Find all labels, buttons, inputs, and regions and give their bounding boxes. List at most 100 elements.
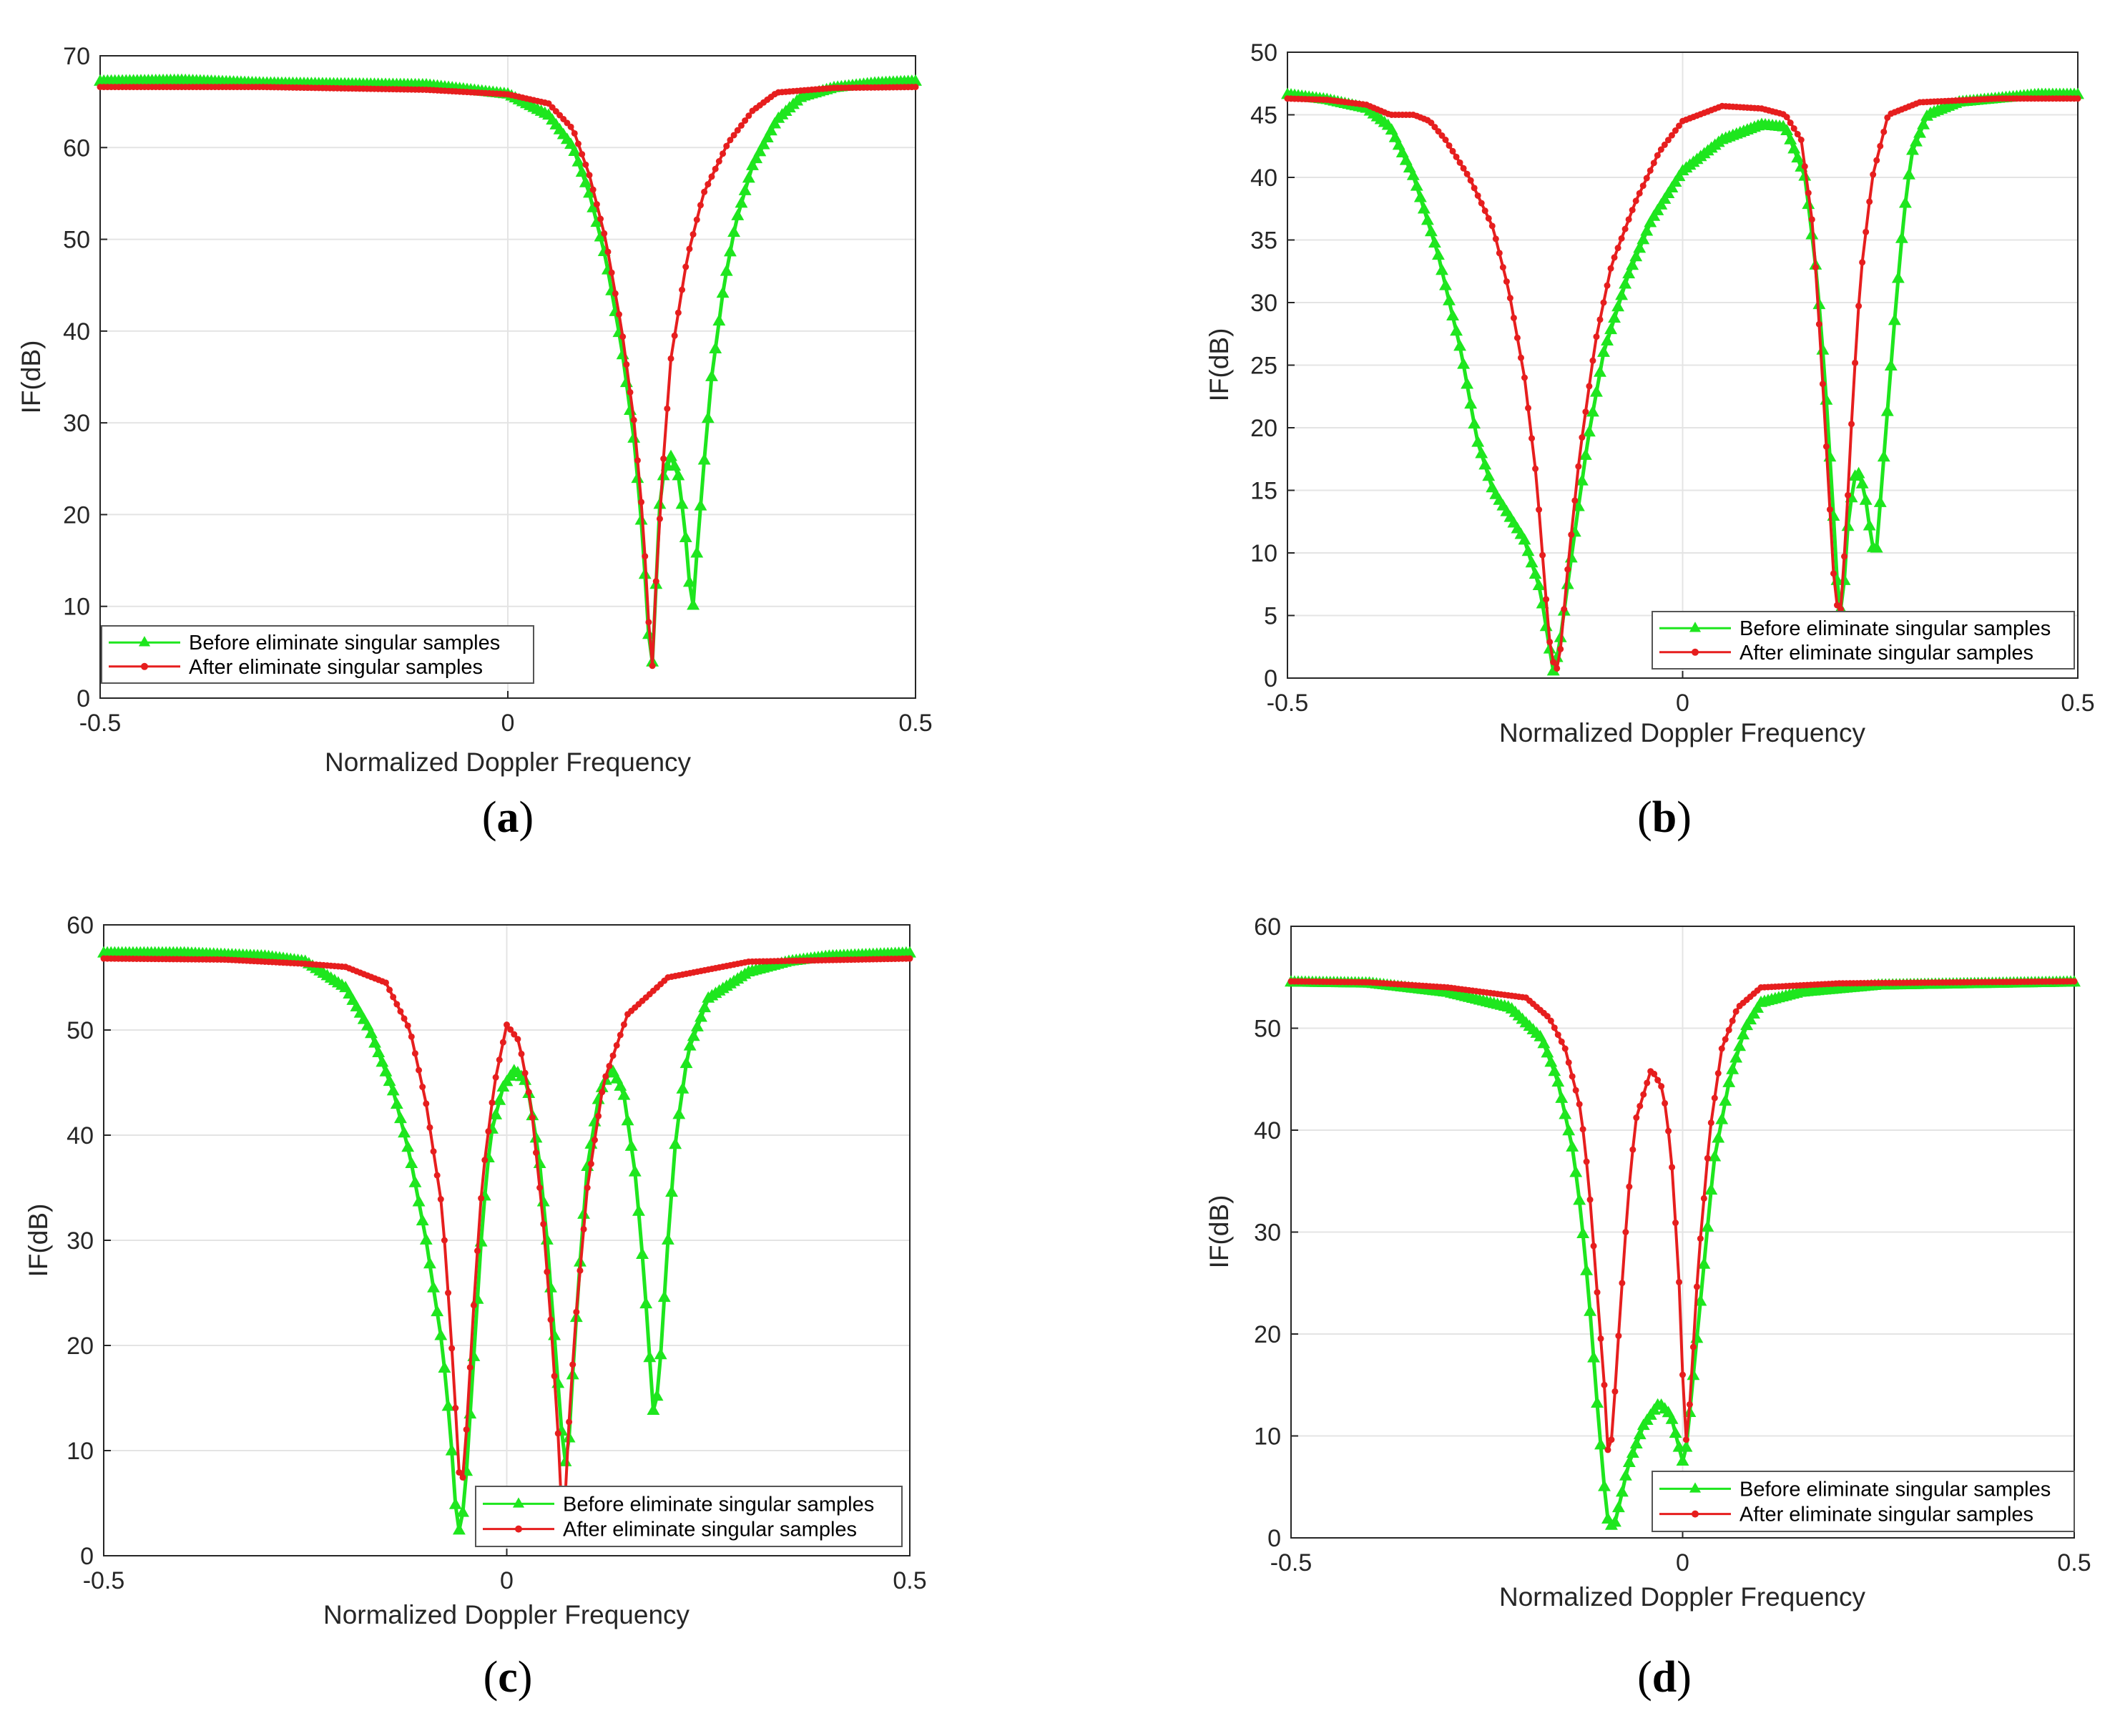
panel-d-marker-before-118 <box>1704 1183 1718 1195</box>
panel-b-marker-after-55 <box>1481 207 1488 215</box>
panel-a-y-tick-label-6: 60 <box>63 134 90 162</box>
panel-a-marker-after-134 <box>593 201 600 208</box>
panel-d-marker-before-124 <box>1726 1062 1739 1074</box>
panel-d-marker-before-87 <box>1594 1438 1607 1450</box>
panel-d-caption-letter: d <box>1652 1653 1677 1702</box>
panel-b-marker-before-141 <box>1787 142 1801 154</box>
panel-a-marker-after-157 <box>679 286 686 293</box>
panel-c-marker-after-135 <box>595 1112 602 1119</box>
panel-c-marker-before-79 <box>386 1084 400 1096</box>
panel-b-y-tick-label-5: 25 <box>1250 353 1277 380</box>
panel-d-caption-open: ( <box>1637 1653 1652 1702</box>
panel-d-marker-after-75 <box>1554 1031 1561 1039</box>
panel-c-caption-open: ( <box>484 1653 499 1702</box>
panel-b-marker-after-165 <box>1877 142 1884 149</box>
panel-b-marker-after-156 <box>1845 491 1852 499</box>
panel-b-marker-after-56 <box>1485 215 1492 222</box>
panel-b-marker-before-176 <box>1913 126 1926 138</box>
panel-c-y-tick-label-6: 60 <box>67 912 94 939</box>
panel-a-marker-before-155 <box>668 459 682 471</box>
panel-c-y-tick-label-4: 40 <box>67 1122 94 1149</box>
panel-b-marker-before-105 <box>1658 192 1672 204</box>
panel-b-marker-before-175 <box>1910 134 1923 147</box>
panel-b-marker-before-174 <box>1905 143 1919 155</box>
panel-c-marker-after-88 <box>423 1100 430 1107</box>
panel-b-marker-before-30 <box>1388 130 1402 142</box>
panel-d-marker-before-111 <box>1679 1440 1693 1452</box>
panel-a-y-tick-label-3: 30 <box>63 410 90 437</box>
panel-d-legend-marker-0 <box>1689 1482 1702 1493</box>
panel-d-marker-before-115 <box>1694 1294 1707 1306</box>
panel-d-marker-after-97 <box>1633 1114 1640 1122</box>
panel-c-marker-before-155 <box>665 1185 678 1197</box>
panel-d-marker-before-80 <box>1569 1165 1583 1177</box>
panel-b-marker-before-109 <box>1672 170 1686 182</box>
panel-a-marker-after-133 <box>589 186 597 193</box>
panel-d-marker-after-92 <box>1615 1333 1622 1340</box>
panel-d-marker-before-96 <box>1626 1446 1639 1458</box>
panel-c-marker-after-137 <box>602 1073 609 1080</box>
panel-c-marker-after-118 <box>532 1149 539 1156</box>
panel-a-marker-after-154 <box>667 355 674 362</box>
panel-b-marker-before-43 <box>1436 263 1448 275</box>
panel-d-legend-label-after: After eliminate singular samples <box>1739 1504 2033 1526</box>
panel-a-marker-after-175 <box>745 112 752 119</box>
panel-c-marker-after-106 <box>489 1099 496 1107</box>
panel-a-marker-before-171 <box>727 225 741 237</box>
panel-c-marker-after-95 <box>448 1345 456 1352</box>
panel-a-marker-after-143 <box>627 388 634 396</box>
panel-c-marker-after-111 <box>507 1026 514 1033</box>
panel-c-marker-before-80 <box>390 1097 403 1109</box>
panel-c-marker-before-152 <box>654 1348 667 1360</box>
panel-b-marker-before-162 <box>1863 519 1876 531</box>
panel-c-marker-after-98 <box>459 1473 466 1481</box>
panel-c-marker-before-154 <box>661 1232 674 1245</box>
panel-c-marker-before-83 <box>401 1140 415 1152</box>
panel-b-marker-after-157 <box>1848 421 1855 428</box>
panel-c-marker-before-143 <box>621 1114 634 1126</box>
panel-b-marker-before-139 <box>1780 124 1794 135</box>
panel-d-marker-after-118 <box>1707 1119 1714 1127</box>
panel-c-marker-before-93 <box>438 1361 451 1373</box>
panel-c-marker-after-91 <box>433 1172 441 1179</box>
panel-b-marker-after-162 <box>1866 198 1873 205</box>
panel-b-marker-before-85 <box>1586 405 1599 417</box>
panel-c-marker-after-102 <box>474 1247 481 1255</box>
panel-d-marker-before-122 <box>1719 1094 1732 1106</box>
panel-b-marker-after-73 <box>1546 638 1554 645</box>
panel-b-y-tick-label-1: 5 <box>1264 603 1277 630</box>
panel-d-marker-before-117 <box>1701 1220 1714 1232</box>
panel-a-marker-before-161 <box>690 546 704 558</box>
panel-c-marker-before-75 <box>372 1046 386 1057</box>
panel-d-marker-before-73 <box>1544 1055 1558 1067</box>
panel-c-marker-after-112 <box>511 1031 518 1038</box>
panel-d-marker-after-84 <box>1586 1196 1594 1203</box>
panel-a-marker-before-158 <box>679 531 692 542</box>
panel-b-marker-before-142 <box>1791 151 1805 163</box>
panel-b-marker-before-45 <box>1443 293 1456 305</box>
panel-b-marker-after-59 <box>1496 250 1503 257</box>
panel-a-marker-after-142 <box>623 361 630 368</box>
panel-c-marker-before-108 <box>493 1093 506 1105</box>
panel-c-marker-before-146 <box>632 1204 645 1216</box>
panel-c-marker-after-119 <box>536 1185 544 1191</box>
panel-b-marker-before-44 <box>1439 278 1452 290</box>
panel-d-legend: Before eliminate singular samples After … <box>1652 1471 2075 1532</box>
panel-a-marker-after-165 <box>708 173 715 180</box>
panel-b-marker-after-151 <box>1826 506 1833 513</box>
panel-c-marker-after-101 <box>470 1302 477 1309</box>
panel-b-y-tick-label-0: 0 <box>1264 665 1277 692</box>
panel-c-marker-after-127 <box>566 1418 573 1426</box>
panel-b-y-tick-label-4: 20 <box>1250 415 1277 442</box>
panel-d-marker-after-122 <box>1722 1036 1729 1043</box>
panel-b-marker-after-90 <box>1607 265 1614 272</box>
panel-d-marker-before-82 <box>1576 1227 1590 1238</box>
panel-b-marker-before-36 <box>1410 179 1423 191</box>
panel-a-marker-after-168 <box>720 150 727 157</box>
panel-b-marker-before-94 <box>1619 277 1632 289</box>
panel-c-marker-after-81 <box>397 1008 404 1015</box>
panel-d-marker-after-115 <box>1697 1235 1704 1242</box>
panel-a-marker-before-176 <box>746 158 759 170</box>
panel-a-marker-after-160 <box>690 231 697 238</box>
